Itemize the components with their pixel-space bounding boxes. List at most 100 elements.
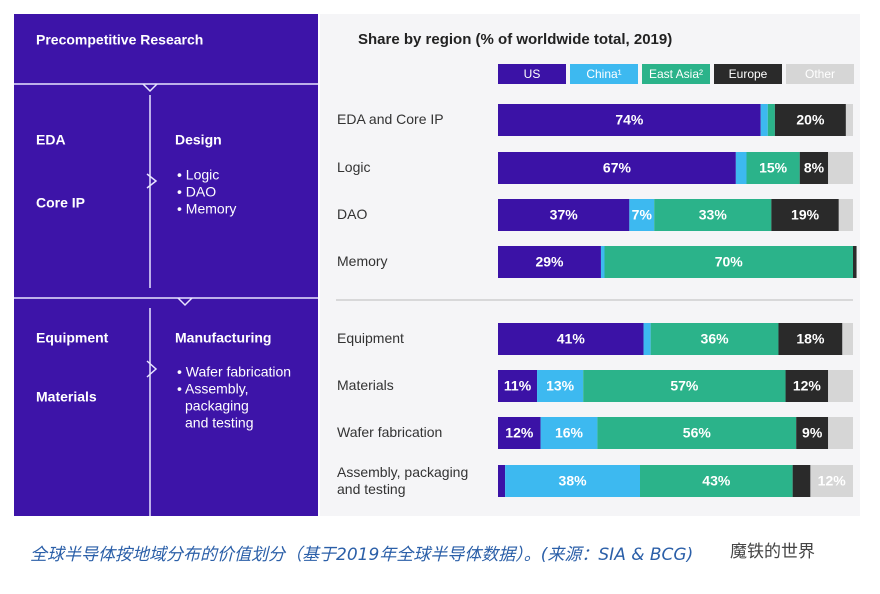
bar-segment	[771, 199, 839, 231]
bar-segment	[796, 417, 829, 449]
value-label: 12%	[793, 378, 822, 394]
bar-segment	[842, 323, 853, 355]
bar-segment	[583, 370, 786, 402]
bar-segment	[640, 465, 793, 497]
bar-segment	[778, 323, 843, 355]
value-label: 7%	[632, 207, 653, 223]
category-label: DAO	[337, 206, 367, 222]
bar-segment	[853, 246, 857, 278]
category-label: Equipment	[337, 330, 404, 346]
panel-item: • Memory	[177, 201, 236, 217]
bar-segment	[760, 104, 768, 136]
chart-title: Share by region (% of worldwide total, 2…	[358, 31, 672, 48]
legend-label: Other	[805, 67, 835, 81]
value-label: 38%	[559, 473, 588, 489]
bar-segment	[498, 246, 601, 278]
bar-segment	[498, 199, 630, 231]
chart: US China¹ East Asia² Europe Other EDA and Cor…	[337, 64, 857, 497]
bar-segment	[540, 417, 598, 449]
bar-segment	[604, 246, 853, 278]
bar-segment	[654, 199, 772, 231]
value-label: 12%	[818, 473, 847, 489]
panel-label: Design	[175, 132, 222, 148]
panel-label: Core IP	[36, 195, 85, 211]
value-label: 19%	[791, 207, 820, 223]
bar-segment	[650, 323, 779, 355]
panel-lines	[14, 83, 318, 516]
category-label: Wafer fabrication	[337, 424, 442, 440]
category-label: Materials	[337, 377, 394, 393]
value-label: 56%	[683, 425, 712, 441]
panel-item: • Assembly,	[177, 381, 249, 397]
legend-swatch	[498, 64, 566, 84]
bar-segment	[735, 152, 747, 184]
category-label: Logic	[337, 159, 370, 175]
value-label: 12%	[505, 425, 534, 441]
panel-label: EDA	[36, 132, 66, 148]
legend-swatch	[642, 64, 710, 84]
value-label: 15%	[759, 160, 788, 176]
caption: 全球半导体按地域分布的价值划分（基于2019年全球半导体数据）。(来源：SIA …	[30, 545, 694, 565]
value-label: 9%	[802, 425, 823, 441]
bar-segment	[498, 370, 538, 402]
bar-segment	[498, 417, 541, 449]
panel-label: Equipment	[36, 330, 109, 346]
bar-segment	[810, 465, 853, 497]
bar-segment	[792, 465, 811, 497]
panel-title: Precompetitive Research	[36, 32, 203, 48]
panel-label: Manufacturing	[175, 330, 271, 346]
legend-label: China¹	[586, 67, 621, 81]
value-label: 33%	[699, 207, 728, 223]
bar-segment	[629, 199, 655, 231]
panel-item: • Wafer fabrication	[177, 364, 291, 380]
bar-segment	[828, 417, 853, 449]
value-label: 41%	[557, 331, 586, 347]
category-label: Memory	[337, 253, 388, 269]
legend-swatch	[714, 64, 782, 84]
bar-segment	[600, 246, 605, 278]
legend-label: East Asia²	[649, 67, 703, 81]
bar-segment	[498, 465, 506, 497]
value-label: 36%	[701, 331, 730, 347]
value-label: 43%	[702, 473, 731, 489]
bar-segment	[785, 370, 829, 402]
value-label: 67%	[603, 160, 632, 176]
bar-segment	[597, 417, 797, 449]
bar-segment	[828, 370, 853, 402]
panel-item: packaging	[185, 398, 249, 414]
left-panel	[14, 14, 318, 516]
bar-segment	[505, 465, 640, 497]
bar-segment	[767, 104, 775, 136]
value-label: 20%	[796, 112, 825, 128]
value-label: 57%	[670, 378, 699, 394]
bar-segment	[845, 104, 853, 136]
watermark: 魔铁的世界	[730, 542, 815, 562]
bar-segment	[828, 152, 853, 184]
panel-item: • Logic	[177, 167, 219, 183]
bar-segment	[774, 104, 846, 136]
category-label: Assembly, packaging and testing	[337, 464, 468, 497]
bar-segment	[498, 323, 644, 355]
value-label: 37%	[550, 207, 579, 223]
category-label: EDA and Core IP	[337, 111, 444, 127]
legend-label: Europe	[729, 67, 768, 81]
panel-label: Materials	[36, 389, 97, 405]
value-label: 29%	[535, 254, 564, 270]
panel-item: • DAO	[177, 184, 216, 200]
bar-segment	[799, 152, 829, 184]
bar-segment	[498, 152, 736, 184]
value-label: 74%	[615, 112, 644, 128]
bar-segment	[537, 370, 584, 402]
legend-swatch	[786, 64, 854, 84]
bar-segment	[498, 104, 761, 136]
legend-swatch	[570, 64, 638, 84]
panel-item: and testing	[185, 415, 254, 431]
value-label: 13%	[546, 378, 575, 394]
value-label: 18%	[796, 331, 825, 347]
value-label: 70%	[715, 254, 744, 270]
legend-label: US	[524, 67, 541, 81]
bar-segment	[838, 199, 853, 231]
bar-segment	[643, 323, 651, 355]
